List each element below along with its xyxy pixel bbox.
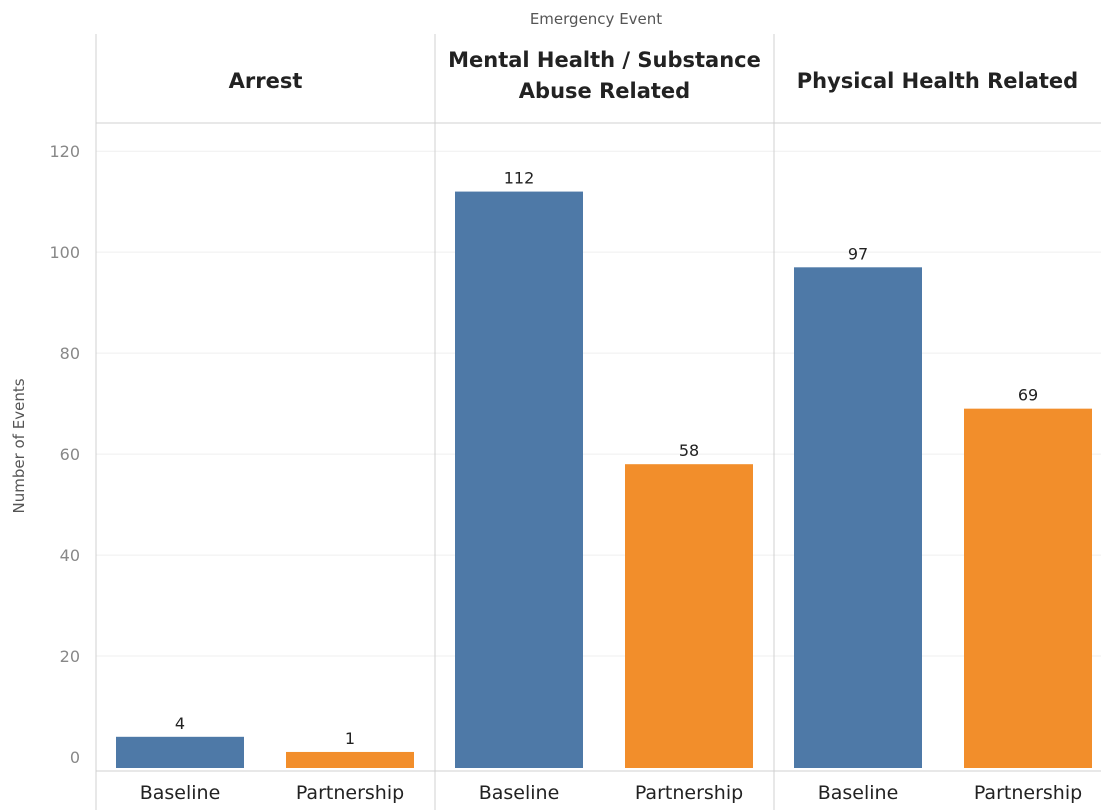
y-tick-label: 40 xyxy=(60,546,80,565)
y-tick-label: 100 xyxy=(49,243,80,262)
panel-header-line: Abuse Related xyxy=(519,79,690,103)
panel-header: Physical Health Related xyxy=(797,69,1078,93)
x-category-label: Baseline xyxy=(140,782,221,804)
bar xyxy=(286,751,414,768)
x-category-label: Partnership xyxy=(974,782,1082,804)
column-title: Emergency Event xyxy=(530,10,662,28)
bar-value-label: 69 xyxy=(1018,386,1038,405)
bar-value-label: 58 xyxy=(679,441,699,460)
bar xyxy=(625,464,753,768)
grid-layer xyxy=(96,150,1101,657)
x-category-label: Baseline xyxy=(818,782,899,804)
y-tick-label: 60 xyxy=(60,445,80,464)
bar-value-label: 112 xyxy=(504,169,535,188)
panel-header-line: Mental Health / Substance xyxy=(448,48,761,72)
x-category-label: Partnership xyxy=(296,782,404,804)
panel-header-line: Arrest xyxy=(229,69,303,93)
x-category-label: Partnership xyxy=(635,782,743,804)
bar xyxy=(455,191,583,769)
bar-layer xyxy=(116,191,1092,769)
y-axis: 0 20 40 60 80 100 120 xyxy=(49,142,80,767)
bar xyxy=(964,408,1092,768)
y-tick-label: 20 xyxy=(60,647,80,666)
bar xyxy=(794,267,922,768)
bar-value-label: 97 xyxy=(848,244,868,263)
x-category-label: Baseline xyxy=(479,782,560,804)
bar xyxy=(116,736,244,768)
y-tick-label: 80 xyxy=(60,344,80,363)
panel-header-line: Physical Health Related xyxy=(797,69,1078,93)
y-axis-title: Number of Events xyxy=(10,378,28,513)
bar-value-label: 1 xyxy=(345,729,355,748)
label-layer: Arrest 4 Baseline 1 Partnership Mental Health… xyxy=(140,48,1082,804)
panel-header: Arrest xyxy=(229,69,303,93)
y-tick-label: 0 xyxy=(70,748,80,767)
panel-frame xyxy=(95,34,1101,810)
y-tick-label: 120 xyxy=(49,142,80,161)
bar-value-label: 4 xyxy=(175,714,185,733)
panel-header: Mental Health / Substance Abuse Related xyxy=(448,48,761,103)
